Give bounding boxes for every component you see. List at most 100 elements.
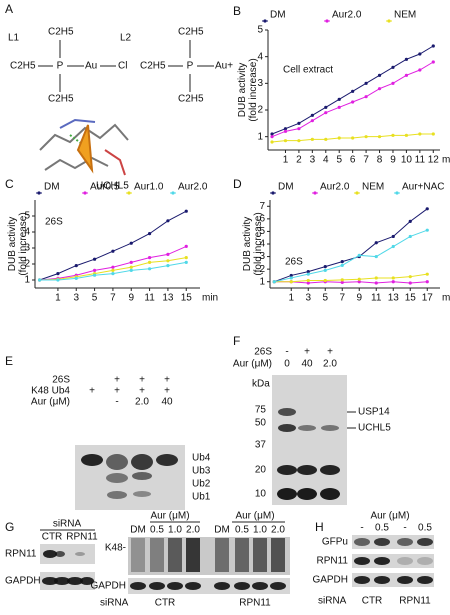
data-point: [351, 89, 355, 93]
data-point: [283, 139, 288, 143]
legend-marker: [355, 191, 359, 195]
y-tick-label: 5: [257, 25, 263, 36]
x-tick-label: 3: [73, 293, 79, 304]
group-label: RPN11: [239, 598, 271, 609]
legend-label: Aur2.0: [320, 182, 350, 193]
band: [298, 425, 316, 431]
group-label: RPN11: [66, 532, 98, 543]
band: [234, 582, 250, 590]
y-axis-label: DUB activity(fold increase): [7, 212, 29, 275]
smear: [235, 538, 249, 572]
lane-label: +: [114, 375, 120, 386]
x-tick-label: 9: [356, 293, 362, 304]
band: [277, 465, 297, 475]
data-point: [324, 137, 328, 141]
data-point: [92, 257, 97, 261]
band: [55, 551, 65, 557]
band: [130, 582, 146, 590]
band-label: UCHL5: [358, 423, 391, 434]
data-point: [111, 268, 115, 272]
panel-label: F: [233, 334, 240, 348]
smear: [215, 538, 229, 572]
band: [278, 408, 296, 416]
data-point: [129, 265, 133, 269]
data-point: [270, 135, 274, 139]
ligand-name: L2: [120, 33, 132, 44]
data-point: [391, 276, 395, 280]
lane-label: +: [164, 386, 170, 397]
x-tick-label: 9: [128, 293, 134, 304]
band: [42, 577, 58, 585]
x-tick-label: 5: [322, 293, 328, 304]
smear: [271, 538, 285, 572]
atom: Cl: [118, 61, 127, 72]
ligand-name: L1: [8, 33, 20, 44]
annotation: 26S: [285, 257, 303, 268]
data-point: [74, 264, 78, 268]
y-axis-label-line: (fold increase): [253, 212, 264, 275]
data-point: [408, 281, 412, 285]
data-point: [92, 273, 97, 277]
band: [374, 576, 390, 584]
data-point: [111, 265, 115, 269]
data-point: [408, 275, 412, 279]
lane-label: 0.5: [235, 525, 249, 536]
y-tick-label: 2: [257, 105, 263, 116]
data-point: [408, 234, 412, 239]
data-point: [323, 265, 327, 269]
data-point: [297, 127, 301, 131]
band: [214, 582, 230, 590]
legend-marker: [127, 191, 131, 195]
data-point: [323, 278, 327, 283]
lane-label: 1.0: [253, 525, 267, 536]
band: [354, 557, 370, 565]
data-point: [92, 268, 97, 272]
annotation: 26S: [45, 217, 63, 228]
data-point: [289, 280, 293, 284]
data-point: [391, 234, 395, 239]
y-tick-label: 5: [24, 211, 30, 222]
band: [397, 557, 413, 565]
data-point: [425, 272, 429, 276]
data-point: [431, 132, 435, 136]
x-tick-label: 15: [181, 293, 193, 304]
annotation: Cell extract: [283, 65, 333, 76]
data-point: [129, 241, 133, 245]
x-tick-label: 12: [428, 155, 440, 166]
panel-label: C: [5, 177, 14, 191]
data-point: [364, 135, 368, 139]
blot: [352, 554, 434, 568]
band: [417, 538, 433, 546]
band: [374, 538, 390, 546]
legend-marker: [395, 191, 399, 195]
protein-label: UCHL5: [96, 181, 129, 192]
substituent: C2H5: [48, 27, 74, 38]
data-point: [425, 207, 429, 211]
band: [354, 576, 370, 584]
substituent: C2H5: [178, 27, 204, 38]
x-tick-label: 4: [323, 155, 329, 166]
band-label: Ub3: [192, 466, 211, 477]
y-tick-label: 4: [24, 227, 30, 238]
data-point: [310, 137, 314, 141]
band: [167, 582, 183, 590]
y-axis-label-line: DUB activity: [242, 217, 253, 271]
y-tick-label: 7: [259, 201, 265, 212]
band: [80, 577, 94, 585]
row-label: 26S: [254, 347, 272, 358]
band: [417, 576, 433, 584]
x-tick-label: 6: [350, 155, 356, 166]
y-tick-label: 4: [257, 51, 263, 62]
data-point: [374, 241, 378, 245]
row-label: 26S: [52, 375, 70, 386]
band: [252, 582, 268, 590]
row-label: RPN11: [317, 556, 349, 567]
legend-marker: [263, 19, 267, 23]
panel-label: A: [5, 2, 13, 16]
lane-label: -: [115, 397, 118, 408]
data-point: [337, 105, 341, 109]
data-point: [404, 73, 409, 77]
band: [277, 488, 297, 500]
y-tick-label: 2: [259, 264, 265, 275]
smear: [186, 538, 200, 572]
